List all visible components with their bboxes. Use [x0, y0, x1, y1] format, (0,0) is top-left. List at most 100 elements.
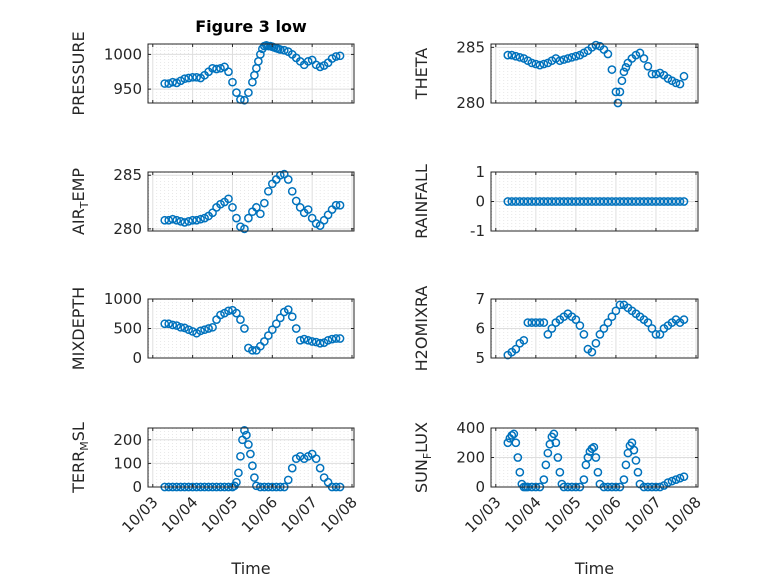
data-point [216, 63, 225, 73]
data-point [228, 203, 237, 212]
data-point [631, 197, 641, 206]
minor-grid [148, 172, 349, 231]
data-point [629, 445, 639, 455]
data-point [531, 59, 541, 69]
data-point [607, 197, 617, 206]
data-point [531, 197, 541, 206]
data-point [232, 213, 241, 223]
data-point [615, 87, 625, 97]
y-tick-label: 1000 [104, 290, 142, 308]
data-point [527, 58, 537, 68]
data-point [315, 463, 325, 473]
data-point [216, 310, 225, 320]
data-point [164, 79, 174, 88]
data-point [623, 197, 633, 206]
data-point [172, 321, 182, 330]
data-point [667, 197, 677, 206]
data-point [315, 221, 325, 230]
y-axis-label: MIXDEPTH [69, 287, 88, 370]
data-point [579, 475, 589, 484]
data-point [271, 319, 281, 329]
data-point [224, 67, 233, 77]
data-point [675, 197, 685, 206]
data-point [575, 197, 585, 206]
data-point [208, 63, 217, 73]
data-point [571, 197, 581, 206]
data-point [627, 197, 637, 206]
data-point [252, 481, 261, 491]
data-point [507, 431, 517, 440]
data-point [315, 62, 325, 72]
data-point [571, 315, 581, 324]
data-point [503, 438, 513, 448]
data-point [248, 461, 257, 471]
data-point [279, 45, 289, 55]
subplot-1: 950 1000 PRESSURE [69, 31, 355, 116]
data-point [275, 313, 285, 323]
data-point [172, 215, 182, 225]
data-point [553, 453, 563, 462]
y-axis-label-text: SL [69, 422, 88, 441]
data-point [319, 215, 329, 225]
data-point [192, 215, 201, 225]
y-tick-label: 500 [113, 320, 142, 338]
data-point [232, 88, 241, 97]
subplot-8: 0 200 400 SUNFLUX 10/0310/0410/0510/0610/071… [412, 419, 705, 578]
data-point [234, 468, 243, 478]
data-point [531, 318, 541, 327]
data-point [256, 50, 265, 59]
y-tick-label: 5 [475, 349, 485, 367]
y-axis-label-text: MIXDEPTH [69, 287, 88, 370]
data-point [621, 460, 631, 470]
data-point [679, 472, 689, 482]
y-tick-label: 0 [475, 478, 485, 496]
data-point [244, 440, 253, 449]
y-axis-label: TERRMSL [69, 422, 91, 494]
data-point [224, 306, 233, 316]
y-tick-label: 280 [456, 94, 485, 112]
y-axis-label: THETA [412, 48, 431, 100]
data-point [503, 50, 513, 60]
data-point [242, 430, 251, 440]
data-point [591, 338, 601, 348]
data-point [184, 216, 193, 226]
x-tick-label: 10/08 [662, 493, 705, 536]
y-tick-label: -1 [470, 222, 485, 240]
data-point [224, 194, 233, 204]
y-axis-label-text: H2OMIXRA [412, 286, 431, 372]
data-point [168, 320, 178, 330]
data-point [639, 197, 649, 206]
data-point [543, 197, 553, 206]
data-point [587, 444, 597, 453]
data-point [188, 215, 197, 225]
y-axis-label: H2OMIXRA [412, 286, 431, 372]
data-point [647, 197, 657, 206]
subplot-6: 5 6 7 H2OMIXRA [412, 286, 699, 372]
data-point [519, 197, 529, 206]
data-point [515, 197, 525, 206]
data-point [599, 324, 609, 333]
data-point [659, 197, 669, 206]
data-point [571, 51, 581, 61]
data-point [617, 76, 627, 86]
data-point [331, 334, 341, 343]
data-point [188, 72, 197, 82]
data-point [643, 61, 653, 71]
y-axis-label-text: RAINFALL [412, 164, 431, 239]
data-point [327, 334, 337, 344]
data-point [188, 327, 197, 336]
data-series [503, 300, 689, 360]
data-point [287, 312, 297, 322]
data-point [643, 197, 653, 206]
figure-title: Figure 3 low [195, 17, 307, 36]
data-point [635, 48, 645, 58]
data-point [559, 197, 569, 206]
data-point [611, 87, 621, 97]
data-point [651, 197, 661, 206]
data-point [291, 324, 301, 333]
data-point [639, 54, 649, 63]
data-point [335, 200, 345, 210]
data-point [595, 197, 605, 206]
y-tick-label: 950 [113, 80, 142, 98]
data-point [679, 71, 689, 81]
